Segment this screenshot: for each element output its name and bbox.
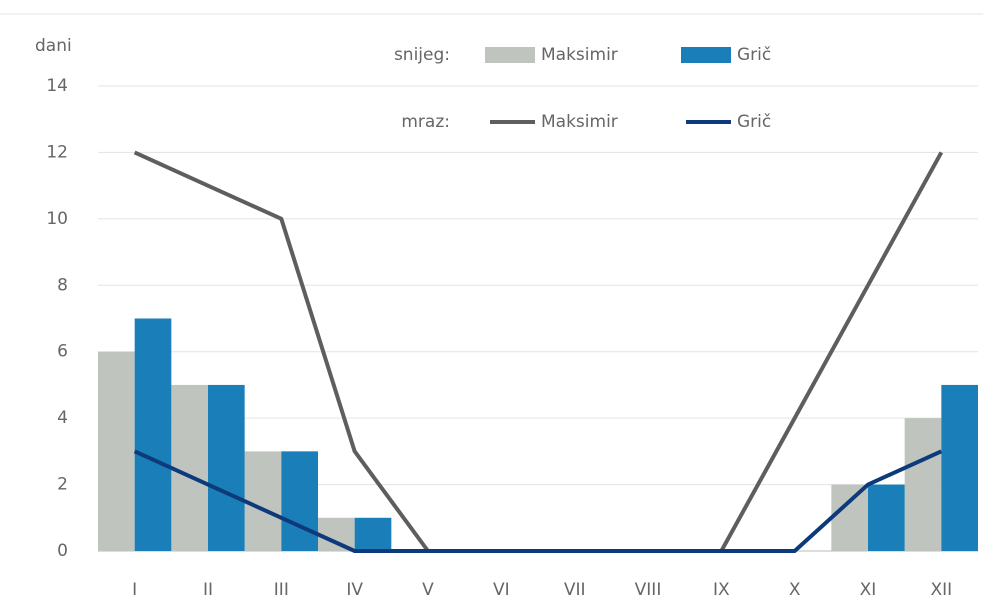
x-tick-label: IX <box>713 580 730 600</box>
y-tick-label: 12 <box>46 142 68 162</box>
legend-label: Maksimir <box>541 45 618 65</box>
y-tick-label: 8 <box>57 275 68 295</box>
bar <box>868 484 905 551</box>
legend-label: Grič <box>737 45 771 65</box>
bar <box>171 384 208 551</box>
x-tick-label: I <box>132 580 137 600</box>
y-tick-label: 14 <box>46 76 68 96</box>
legend-swatch <box>681 47 731 63</box>
x-tick-label: VIII <box>635 580 662 600</box>
bar <box>208 384 245 551</box>
bar <box>281 451 318 551</box>
x-tick-label: V <box>422 580 434 600</box>
bar <box>318 517 355 551</box>
bar <box>98 351 135 551</box>
bar <box>831 484 868 551</box>
legend-swatch <box>485 47 535 63</box>
x-tick-label: III <box>274 580 289 600</box>
x-tick-label: XI <box>860 580 877 600</box>
line <box>133 449 943 553</box>
legend-title: mraz: <box>401 112 450 132</box>
legend-title: snijeg: <box>394 45 450 65</box>
y-axis-label: dani <box>35 36 72 56</box>
y-tick-label: 6 <box>57 342 68 362</box>
bar <box>134 318 172 551</box>
x-tick-label: II <box>203 580 213 600</box>
y-tick-label: 4 <box>57 408 68 428</box>
x-tick-label: X <box>789 580 801 600</box>
y-tick-label: 2 <box>57 475 68 495</box>
y-tick-label: 0 <box>57 541 68 561</box>
legend-label: Grič <box>737 112 771 132</box>
bar <box>244 451 282 551</box>
x-tick-label: XII <box>930 580 952 600</box>
bar <box>904 418 942 551</box>
bar <box>941 384 978 551</box>
legend-label: Maksimir <box>541 112 618 132</box>
x-tick-label: IV <box>346 580 363 600</box>
y-tick-label: 10 <box>46 209 68 229</box>
x-tick-label: VII <box>564 580 586 600</box>
bar <box>354 517 392 551</box>
x-tick-label: VI <box>493 580 510 600</box>
